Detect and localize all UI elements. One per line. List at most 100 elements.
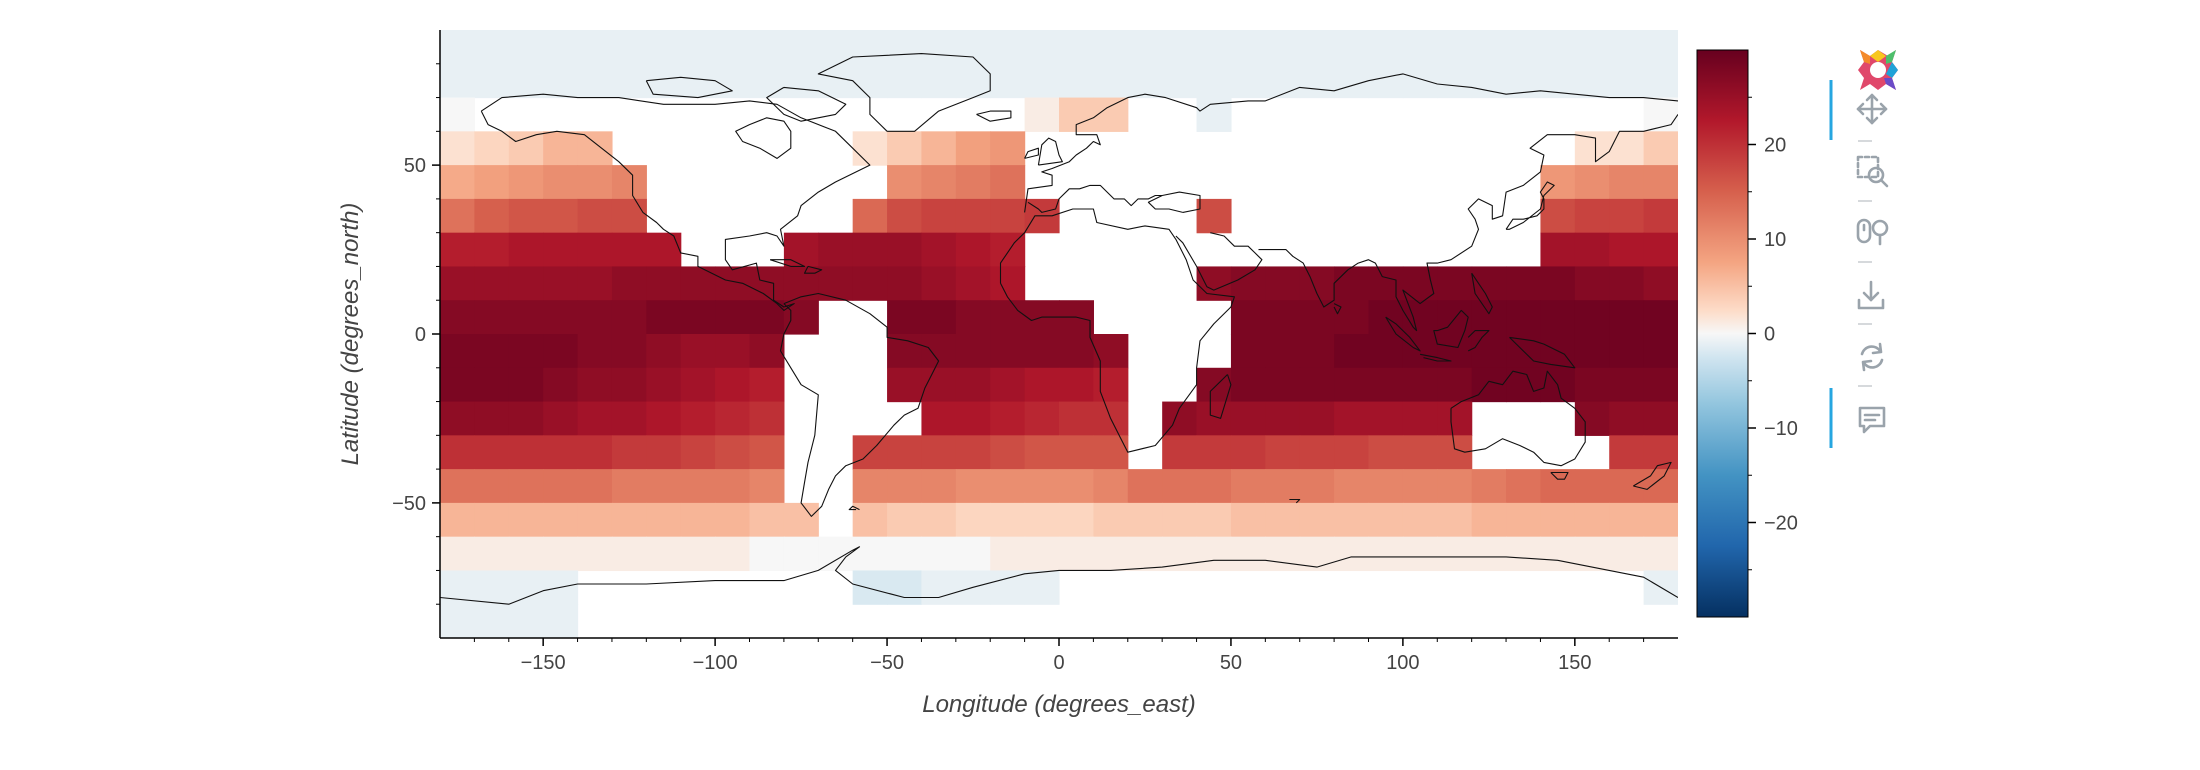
heatmap-cell: [1196, 469, 1232, 504]
heatmap-cell: [990, 570, 1026, 605]
heatmap-cell: [1024, 97, 1060, 132]
heatmap-cell: [440, 131, 475, 166]
heatmap-cell: [1162, 469, 1198, 504]
reset-icon[interactable]: [1860, 342, 1884, 372]
box-zoom-icon[interactable]: [1856, 155, 1889, 188]
heatmap-cell: [1299, 63, 1335, 99]
heatmap-cell: [1574, 131, 1610, 166]
heatmap-cell: [1230, 300, 1266, 335]
heatmap-cell: [440, 198, 475, 234]
heatmap-cell: [1437, 502, 1473, 538]
heatmap-cell: [749, 266, 785, 301]
heatmap-cell: [508, 334, 544, 369]
heatmap-cell: [611, 63, 647, 99]
heatmap-cell: [611, 502, 647, 538]
heatmap-cell: [783, 536, 819, 572]
heatmap-cell: [1574, 300, 1610, 335]
heatmap-cell: [921, 266, 957, 301]
heatmap-cell: [1402, 502, 1438, 538]
heatmap-cell: [955, 401, 991, 436]
heatmap-cell: [1643, 131, 1678, 166]
heatmap-cell: [1437, 435, 1473, 470]
heatmap-cell: [715, 30, 751, 65]
heatmap-cell: [440, 334, 475, 369]
heatmap-cell: [543, 266, 579, 301]
colorbar-tick-label: −20: [1764, 513, 1798, 535]
heatmap-cell: [715, 401, 751, 436]
coastline: [976, 110, 1012, 122]
hover-icon[interactable]: [1858, 406, 1886, 434]
heatmap-cell: [749, 367, 785, 403]
heatmap-cell: [1574, 63, 1610, 99]
heatmap-cell: [921, 30, 957, 65]
heatmap-cell: [1540, 198, 1576, 234]
x-axis-label: Longitude (degrees_east): [922, 691, 1196, 718]
heatmap-cell: [1127, 63, 1163, 99]
heatmap-cell: [646, 469, 682, 504]
heatmap-cell: [646, 401, 682, 436]
pan-icon[interactable]: [1856, 93, 1888, 125]
heatmap-cell: [1643, 469, 1678, 504]
heatmap-cell: [1437, 469, 1473, 504]
wheel-zoom-icon[interactable]: [1856, 218, 1889, 246]
heatmap-cell: [543, 435, 579, 470]
heatmap-cell: [1368, 30, 1404, 65]
heatmap-cells: [440, 30, 1678, 638]
heatmap-cell: [611, 165, 647, 200]
heatmap-cell: [1402, 266, 1438, 301]
heatmap-cell: [680, 63, 716, 99]
heatmap-cell: [1299, 30, 1335, 65]
colorbar-tick-label: 0: [1764, 324, 1775, 346]
x-tick-label: 100: [1386, 652, 1419, 674]
x-tick-label: 150: [1558, 652, 1591, 674]
heatmap-cell: [508, 232, 544, 268]
heatmap-cell: [611, 334, 647, 369]
heatmap-cell: [474, 536, 510, 572]
heatmap-cell: [955, 502, 991, 538]
heatmap-cell: [1609, 131, 1645, 166]
heatmap-cell: [508, 266, 544, 301]
heatmap-cell: [749, 334, 785, 369]
heatmap-cell: [1334, 435, 1370, 470]
heatmap-cell: [1299, 266, 1335, 301]
save-icon[interactable]: [1857, 280, 1885, 310]
heatmap-cell: [1334, 367, 1370, 403]
heatmap-cell: [1402, 536, 1438, 572]
heatmap-cell: [577, 266, 613, 301]
heatmap-cell: [1506, 502, 1542, 538]
heatmap-cell: [1437, 367, 1473, 403]
heatmap-cell: [543, 198, 579, 234]
heatmap-cell: [508, 367, 544, 403]
heatmap-cell: [1643, 536, 1678, 572]
heatmap-cell: [1059, 334, 1094, 369]
heatmap-cell: [1437, 401, 1473, 436]
heatmap-cell: [1437, 63, 1473, 99]
coastline: [1175, 232, 1263, 291]
heatmap-cell: [1059, 30, 1094, 65]
heatmap-cell: [1093, 367, 1129, 403]
heatmap-cell: [852, 232, 888, 268]
bokeh-logo-icon[interactable]: [1858, 50, 1898, 90]
heatmap-cell: [543, 63, 579, 99]
heatmap-cell: [577, 131, 613, 166]
heatmap-cell: [440, 232, 475, 268]
heatmap-cell: [680, 30, 716, 65]
heatmap-cell: [440, 502, 475, 538]
heatmap-cell: [611, 536, 647, 572]
heatmap-cell: [921, 334, 957, 369]
coastline: [735, 117, 792, 159]
heatmap-cell: [1609, 334, 1645, 369]
heatmap-cell: [474, 469, 510, 504]
heatmap-cell: [990, 63, 1026, 99]
heatmap-cell: [508, 570, 544, 605]
heatmap-cell: [1059, 367, 1094, 403]
heatmap-cell: [611, 469, 647, 504]
heatmap-cell: [508, 401, 544, 436]
heatmap-cell: [1230, 401, 1266, 436]
heatmap-cell: [955, 435, 991, 470]
colorbar-ticks: 20 10 0 −10 −20: [1748, 96, 1798, 571]
heatmap-cell: [749, 536, 785, 572]
heatmap-cell: [1540, 30, 1576, 65]
heatmap-cell: [1402, 469, 1438, 504]
heatmap-cell: [1402, 435, 1438, 470]
